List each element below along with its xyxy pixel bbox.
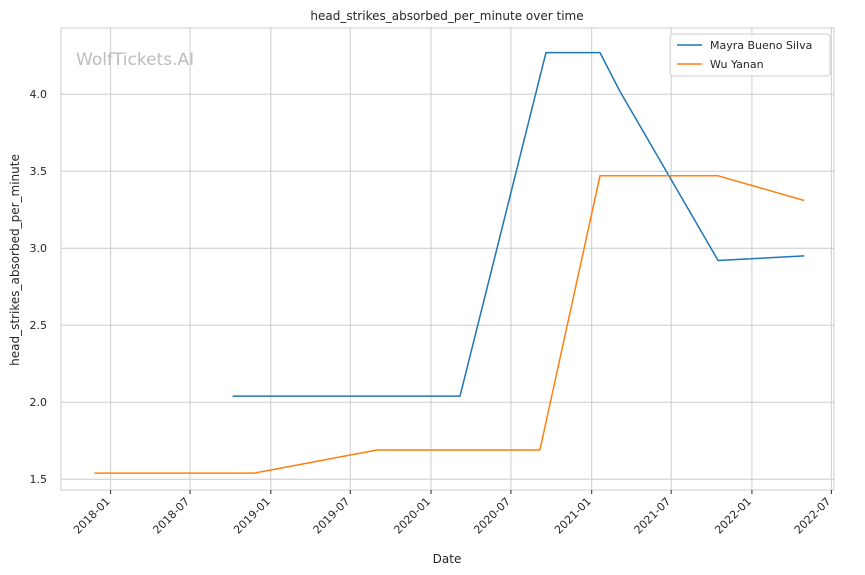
legend-box xyxy=(669,33,831,77)
y-tick-label-3: 3.0 xyxy=(30,242,48,255)
x-axis-title: Date xyxy=(433,552,462,566)
grid-lines xyxy=(61,28,834,490)
legend-label-wu-yanan: Wu Yanan xyxy=(710,58,764,71)
series-line-wu-yanan xyxy=(94,175,805,474)
y-axis-title: head_strikes_absorbed_per_minute xyxy=(8,154,22,366)
y-tick-label-2: 2.0 xyxy=(30,396,48,409)
y-tick-label-4: 4.0 xyxy=(30,88,48,101)
y-tick-label-2.5: 2.5 xyxy=(30,319,48,332)
series-lines xyxy=(94,51,805,474)
y-tick-label-3.5: 3.5 xyxy=(30,165,48,178)
y-axis-ticks: 1.5 2.0 2.5 3.0 3.5 4.0 xyxy=(30,88,48,486)
legend: Mayra Bueno Silva Wu Yanan xyxy=(669,33,831,77)
series-line-mayra-bueno-silva xyxy=(232,51,805,397)
watermark-text: WolfTickets.AI xyxy=(76,50,194,70)
y-tick-label-1.5: 1.5 xyxy=(30,473,48,486)
legend-label-mayra-bueno-silva: Mayra Bueno Silva xyxy=(710,39,812,52)
chart-title: head_strikes_absorbed_per_minute over ti… xyxy=(310,9,583,23)
